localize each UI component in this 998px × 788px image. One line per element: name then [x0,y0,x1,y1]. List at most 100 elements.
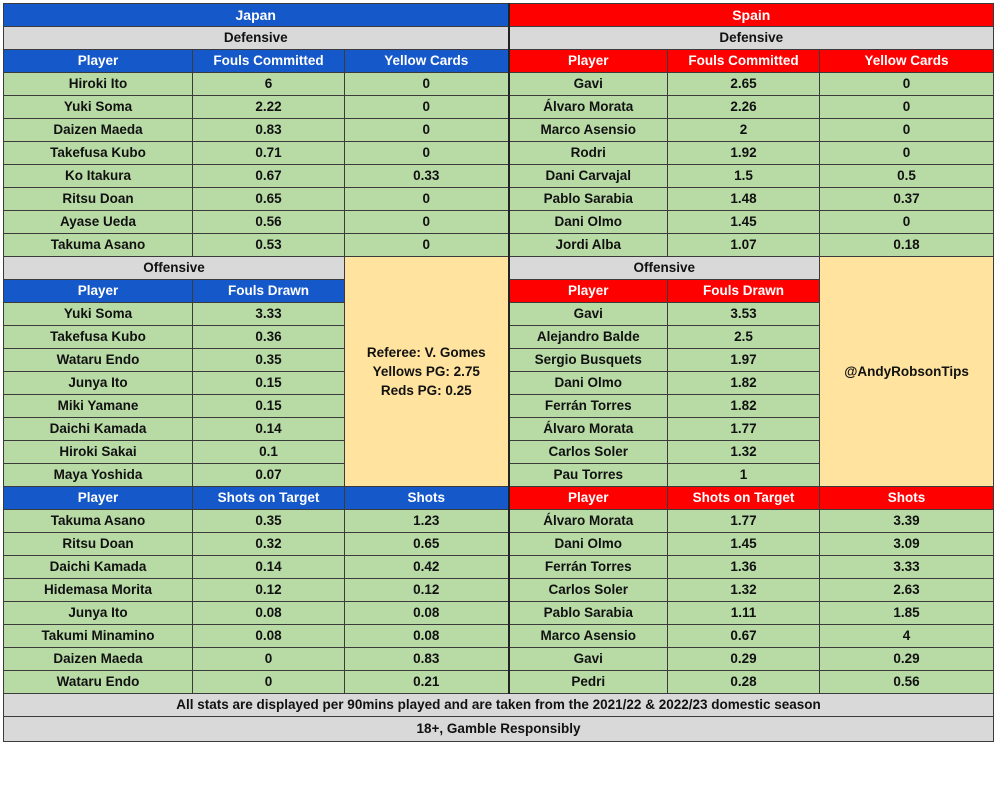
footer-disclaimer-row: 18+, Gamble Responsibly [2,716,995,742]
spain-shots-value-1-cell: 1.45 [667,532,821,556]
spain-offensive-player-cell: Sergio Busquets [507,348,669,372]
japan-defensive-player-cell: Yuki Soma [3,95,193,119]
japan-shots-value-1-cell: 0.32 [192,532,345,556]
japan-defensive-player-cell: Ayase Ueda [3,210,193,234]
spain-defensive-value-2-cell: 0 [819,72,995,96]
japan-offensive-value-1-cell: 0.14 [192,417,345,441]
japan-offensive-value-1-cell: 0.07 [192,463,345,487]
spain-def-header-player: Player [507,49,669,73]
table-row: Ayase Ueda 0.56 0 Dani Olmo 1.45 0 [3,210,995,234]
japan-shots-value-2-cell: 0.83 [343,647,510,671]
japan-shots-header-on-target: Shots on Target [192,486,345,510]
spain-shots-player-cell: Ferrán Torres [507,555,669,579]
japan-offensive-value-1-cell: 0.1 [192,440,345,464]
spain-offensive-value-1-cell: 1.77 [667,417,821,441]
japan-offensive-player-cell: Hiroki Sakai [3,440,193,464]
spain-defensive-player-cell: Jordi Alba [507,233,669,257]
japan-shots-player-cell: Junya Ito [3,601,193,625]
spain-offensive-value-1-cell: 2.5 [667,325,821,349]
japan-defensive-title: Defensive [2,26,510,50]
japan-shots-value-1-cell: 0.14 [192,555,345,579]
spain-offensive-title: Offensive [507,256,821,280]
spain-shots-header-player: Player [507,486,669,510]
table-row: Miki Yamane 0.15 Ferrán Torres 1.82 [3,394,994,418]
japan-defensive-value-2-cell: 0.33 [343,164,510,188]
footer-disclaimer: 18+, Gamble Responsibly [2,716,995,742]
spain-defensive-value-1-cell: 1.07 [667,233,821,257]
spain-shots-header-on-target: Shots on Target [667,486,821,510]
japan-team-title: Japan [2,3,510,27]
japan-shots-player-cell: Wataru Endo [3,670,193,694]
twitter-handle: @AndyRobsonTips [844,364,969,379]
spain-offensive-player-cell: Dani Olmo [507,371,669,395]
spain-defensive-value-1-cell: 1.5 [667,164,821,188]
japan-offensive-player-cell: Yuki Soma [3,302,193,326]
spain-shots-player-cell: Pedri [507,670,669,694]
referee-yellows: Yellows PG: 2.75 [372,364,480,379]
spain-shots-value-2-cell: 0.56 [819,670,995,694]
spain-shots-value-1-cell: 0.67 [667,624,821,648]
spain-defensive-player-cell: Rodri [507,141,669,165]
spain-def-header-yellows: Yellow Cards [819,49,995,73]
japan-defensive-value-2-cell: 0 [343,210,510,234]
spain-shots-value-2-cell: 0.29 [819,647,995,671]
japan-defensive-value-1-cell: 0.83 [192,118,345,142]
spain-offensive-player-cell: Carlos Soler [507,440,669,464]
spain-defensive-player-cell: Álvaro Morata [507,95,669,119]
spain-def-header-fouls: Fouls Committed [667,49,821,73]
japan-defensive-player-cell: Ko Itakura [3,164,193,188]
spain-defensive-value-2-cell: 0.18 [819,233,995,257]
sheet-body: Japan Spain Defensive Defensive Player F… [2,3,995,742]
offensive-header-row: Player Fouls Drawn Player Fouls Drawn [3,279,994,303]
japan-defensive-value-1-cell: 0.53 [192,233,345,257]
table-row: Hiroki Ito 6 0 Gavi 2.65 0 [3,72,995,96]
japan-offensive-player-cell: Wataru Endo [3,348,193,372]
japan-offensive-player-cell: Maya Yoshida [3,463,193,487]
offensive-section-row: Offensive Referee: V. Gomes Yellows PG: … [3,256,995,487]
spain-shots-value-2-cell: 2.63 [819,578,995,602]
spain-defensive-value-1-cell: 2 [667,118,821,142]
japan-shots-header-player: Player [3,486,193,510]
spain-defensive-title: Defensive [507,26,995,50]
japan-defensive-player-cell: Hiroki Ito [3,72,193,96]
referee-name: Referee: V. Gomes [366,345,486,360]
spain-offensive-value-1-cell: 1.97 [667,348,821,372]
japan-defensive-value-1-cell: 2.22 [192,95,345,119]
japan-shots-value-1-cell: 0.08 [192,601,345,625]
spain-shots-value-1-cell: 1.36 [667,555,821,579]
spain-shots-value-2-cell: 3.09 [819,532,995,556]
spain-defensive-player-cell: Marco Asensio [507,118,669,142]
spain-defensive-player-cell: Gavi [507,72,669,96]
spain-shots-value-2-cell: 1.85 [819,601,995,625]
japan-offensive-player-cell: Takefusa Kubo [3,325,193,349]
table-row: Daichi Kamada 0.14 0.42 Ferrán Torres 1.36 3.… [3,555,995,579]
spain-shots-value-2-cell: 3.39 [819,509,995,533]
japan-defensive-value-1-cell: 6 [192,72,345,96]
spain-shots-value-2-cell: 3.33 [819,555,995,579]
spain-defensive-value-1-cell: 2.65 [667,72,821,96]
spain-offensive-value-1-cell: 1.32 [667,440,821,464]
table-row: Takuma Asano 0.35 1.23 Álvaro Morata 1.77 3.3… [3,509,995,533]
spain-offensive-value-1-cell: 1.82 [667,394,821,418]
spain-shots-value-1-cell: 1.77 [667,509,821,533]
japan-shots-value-2-cell: 0.42 [343,555,510,579]
table-row: Ko Itakura 0.67 0.33 Dani Carvajal 1.5 0.5 [3,164,995,188]
spain-defensive-value-1-cell: 1.45 [667,210,821,234]
spain-offensive-player-cell: Pau Torres [507,463,669,487]
japan-shots-value-1-cell: 0 [192,670,345,694]
table-row: Takefusa Kubo 0.36 Alejandro Balde 2.5 [3,325,994,349]
spain-defensive-player-cell: Dani Olmo [507,210,669,234]
table-row: Junya Ito 0.08 0.08 Pablo Sarabia 1.11 1.85 [3,601,995,625]
defensive-header-row: Player Fouls Committed Yellow Cards Play… [3,49,995,73]
japan-shots-player-cell: Daichi Kamada [3,555,193,579]
table-row: Daichi Kamada 0.14 Álvaro Morata 1.77 [3,417,994,441]
japan-defensive-value-2-cell: 0 [343,118,510,142]
japan-shots-player-cell: Ritsu Doan [3,532,193,556]
japan-def-header-yellows: Yellow Cards [343,49,510,73]
japan-offensive-value-1-cell: 0.15 [192,371,345,395]
spain-shots-value-1-cell: 1.11 [667,601,821,625]
japan-shots-value-1-cell: 0.12 [192,578,345,602]
spain-defensive-value-2-cell: 0 [819,141,995,165]
japan-offensive-value-1-cell: 0.35 [192,348,345,372]
spain-shots-player-cell: Pablo Sarabia [507,601,669,625]
